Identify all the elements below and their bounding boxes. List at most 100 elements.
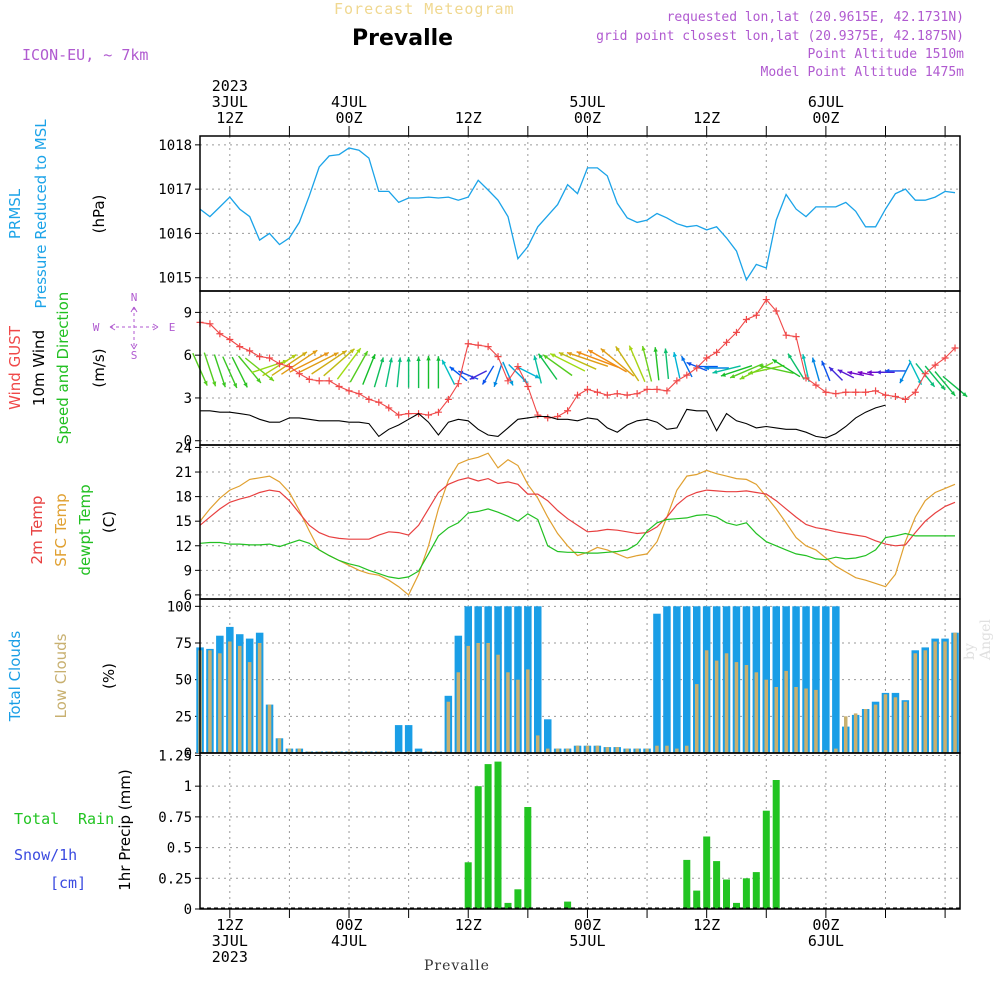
precip-bar: [733, 902, 740, 909]
pressure-line: [199, 147, 956, 282]
gust-point: [752, 311, 760, 319]
watermark: by Angel: [962, 619, 994, 660]
x-label-bottom: 12Z: [455, 916, 482, 934]
low-cloud-bar: [218, 653, 222, 753]
station-name: Prevalle: [352, 26, 454, 51]
gust-point: [504, 377, 512, 385]
gust-point: [663, 387, 671, 395]
wind-arrow-head: [543, 354, 549, 360]
wind-arrow: [924, 365, 946, 391]
wind-arrow: [942, 375, 968, 398]
precip-axis-label: 1hr Precip (mm): [116, 769, 134, 890]
low-cloud-bar: [526, 669, 530, 753]
gust-point: [315, 377, 323, 385]
x-label-top: 3JUL: [212, 93, 248, 111]
gust-point: [444, 395, 452, 403]
temp-label-sfc: SFC Temp: [52, 493, 70, 566]
wind-arrow-head: [349, 348, 355, 354]
wind-arrow: [203, 352, 217, 387]
low-cloud-bar: [685, 745, 689, 753]
requested-coordinates: requested lon,lat (20.9615E, 42.1731N): [666, 10, 964, 25]
total-cloud-bar: [404, 725, 413, 753]
wind-arrow-head: [341, 350, 347, 355]
gust-point: [782, 331, 790, 339]
gust-point: [494, 353, 502, 361]
low-cloud-bar: [267, 704, 272, 753]
wind-arrow: [537, 353, 558, 380]
low-cloud-bar: [486, 643, 490, 753]
y-tick-label: 100: [167, 599, 192, 615]
gust-point: [693, 364, 701, 372]
precip-bar: [683, 859, 691, 909]
low-cloud-bar: [506, 672, 510, 753]
wind-arrow-head: [876, 370, 881, 375]
y-tick-label: 15: [175, 514, 192, 530]
low-cloud-bar: [704, 650, 709, 753]
low-cloud-bar: [476, 643, 480, 753]
compass-east: E: [169, 321, 176, 334]
gust-point: [802, 374, 810, 382]
wind-arrow: [934, 371, 956, 397]
x-label-top: 00Z: [812, 109, 839, 127]
wind-arrow: [615, 346, 640, 382]
wind-arrow: [787, 353, 805, 380]
gust-point: [881, 391, 889, 399]
precip-label-snow: Snow/1h: [14, 846, 77, 864]
wind-arrow-head: [302, 352, 307, 357]
wind-arrow: [576, 351, 619, 368]
low-cloud-bar: [724, 653, 729, 753]
total-cloud-bar: [693, 606, 701, 753]
precip-bar: [703, 836, 711, 909]
gust-point: [742, 316, 750, 324]
y-tick-label: 1016: [158, 226, 192, 242]
gust-point: [852, 388, 860, 396]
wind-arrow-head: [243, 382, 248, 388]
y-tick-label: 1017: [158, 182, 192, 198]
gust-point: [385, 404, 393, 412]
precip-bar: [693, 890, 701, 909]
gust-point: [544, 414, 552, 422]
y-tick-label: 0.25: [158, 871, 192, 887]
gust-point: [574, 391, 582, 399]
gust-point: [464, 340, 472, 348]
x-label-top: 6JUL: [808, 93, 844, 111]
low-cloud-bar: [287, 748, 292, 753]
wind-arrow: [385, 357, 393, 388]
wind-arrow-head: [641, 346, 646, 351]
model-name: ICON-EU, ~ 7km: [22, 46, 149, 64]
wind-arrow-head: [558, 352, 564, 357]
wind-arrow-head: [379, 357, 385, 363]
gust-point: [891, 393, 899, 401]
precip-bar: [504, 902, 512, 909]
gust-point: [683, 371, 691, 379]
low-cloud-bar: [804, 688, 808, 753]
gust-point: [911, 388, 919, 396]
gust-point: [653, 385, 661, 393]
wind-arrow: [712, 365, 741, 374]
gust-point: [424, 411, 432, 419]
gust-point: [921, 370, 929, 378]
gust-point: [246, 347, 254, 355]
temp-label-dewpt: dewpt Temp: [76, 484, 94, 575]
low-cloud-bar: [277, 738, 282, 753]
y-tick-label: 0.75: [158, 810, 192, 826]
low-cloud-bar: [635, 748, 639, 753]
temp-unit: (C): [100, 511, 118, 533]
y-tick-label: 21: [175, 465, 192, 481]
wind-arrow-head: [962, 392, 968, 397]
wind-arrow-head: [629, 345, 634, 351]
gust-point: [335, 383, 343, 391]
wind-arrow: [802, 354, 810, 382]
wind-arrow-head: [363, 351, 368, 356]
total-cloud-bar: [653, 613, 661, 753]
y-tick-label: 18: [175, 490, 192, 506]
sfc-temp-line: [199, 452, 956, 596]
total-cloud-bar: [772, 606, 780, 753]
wind-arrow: [664, 348, 670, 379]
wind-arrow-head: [436, 356, 441, 361]
low-cloud-bar: [933, 641, 937, 753]
gust-point: [216, 330, 224, 338]
precip-bar: [494, 761, 502, 909]
total-cloud-bar: [414, 748, 423, 753]
